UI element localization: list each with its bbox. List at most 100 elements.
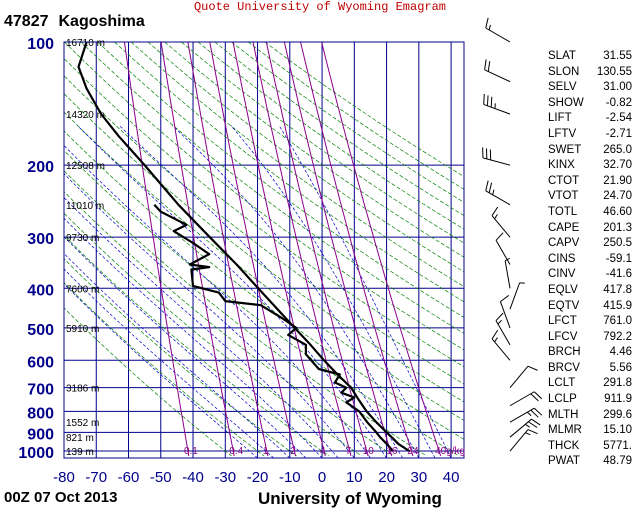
height-label: 16710 m	[66, 38, 105, 49]
moist-adiabat	[64, 217, 323, 458]
mixing-ratio-label: 24	[407, 446, 419, 457]
wind-barb-flag	[487, 61, 491, 72]
dry-adiabat	[97, 42, 464, 318]
wind-barb-flag	[485, 17, 489, 29]
height-label: 5910 m	[66, 324, 99, 335]
wind-barb-half-flag	[525, 423, 530, 428]
wind-barb-staff	[495, 240, 511, 265]
wind-barbs	[482, 17, 543, 452]
dry-adiabat	[64, 191, 395, 457]
index-row-lclp: LCLP 911.9	[548, 393, 632, 409]
pressure-tick-label: 400	[27, 282, 54, 299]
wind-barb	[495, 232, 511, 265]
index-name: EQTV	[548, 299, 580, 312]
index-value: 792.2	[603, 330, 632, 343]
wind-barb-staff	[483, 103, 511, 115]
pressure-tick-label: 500	[27, 322, 54, 339]
index-row-swet: SWET 265.0	[548, 144, 632, 160]
wind-barb-flag	[530, 393, 539, 402]
index-value: 761.0	[603, 315, 632, 328]
index-name: VTOT	[548, 190, 579, 203]
index-value: 250.5	[603, 237, 632, 250]
index-value: 5.56	[609, 361, 632, 374]
mixing-ratio-label: 7	[346, 446, 352, 457]
index-value: 415.9	[603, 299, 632, 312]
index-value: 291.8	[603, 377, 632, 390]
wind-barb-staff	[485, 27, 511, 43]
station-id: 47827	[4, 13, 49, 30]
mixing-ratio-label: 10	[363, 446, 375, 457]
wind-barb-flag	[486, 95, 489, 106]
wind-barb-half-flag	[525, 432, 531, 436]
mixing-ratio-label: 16	[386, 446, 398, 457]
wind-barb-staff	[509, 429, 529, 452]
moist-adiabat	[64, 144, 371, 458]
dry-adiabat	[130, 42, 464, 288]
wind-barb-staff	[499, 301, 511, 329]
index-name: BRCH	[548, 346, 581, 359]
pressure-tick-label: 800	[27, 405, 54, 422]
index-row-mlmr: MLMR 15.10	[548, 424, 632, 440]
index-name: EQLV	[548, 283, 578, 296]
index-value: 130.55	[596, 65, 632, 78]
wind-barb	[504, 257, 511, 289]
mixing-ratio-label: 0.1	[184, 446, 198, 457]
index-name: KINX	[548, 159, 575, 172]
mixing-ratio-line	[300, 42, 414, 457]
wind-barb	[485, 17, 511, 43]
wind-barb-flag	[490, 96, 493, 108]
mixing-ratio-line	[252, 42, 352, 457]
index-name: LCLT	[548, 377, 576, 390]
pressure-tick-label: 600	[27, 354, 54, 371]
moist-adiabat	[278, 125, 452, 458]
mixing-ratio-label: 2	[290, 446, 296, 457]
dry-adiabat	[64, 170, 427, 457]
dry-adiabat	[64, 307, 232, 457]
index-name: THCK	[548, 439, 580, 452]
wind-barb-flag	[530, 409, 539, 418]
height-label: 12508 m	[66, 161, 105, 172]
index-row-ctot: CTOT 21.90	[548, 175, 632, 191]
index-name: CAPE	[548, 221, 580, 234]
temperature-tick-label: -80	[53, 469, 75, 486]
wind-barb-flag	[483, 93, 485, 105]
temperature-tick-label: -30	[214, 469, 236, 486]
wind-barb-half-flag	[488, 24, 491, 31]
pressure-tick-label: 300	[27, 231, 54, 248]
index-row-show: SHOW -0.82	[548, 97, 632, 113]
height-label: 7600 m	[66, 284, 99, 295]
height-label: 139 m	[66, 447, 94, 458]
index-value: 32.70	[603, 159, 632, 172]
index-row-cins: CINS -59.1	[548, 253, 632, 269]
index-row-totl: TOTL 46.60	[548, 206, 632, 222]
index-value: -59.1	[605, 252, 632, 265]
wind-barb-flag	[527, 429, 538, 435]
index-name: SELV	[548, 81, 577, 94]
footer-credit: University of Wyoming	[258, 489, 442, 508]
index-name: CINS	[548, 252, 576, 265]
wind-barb-flag	[495, 312, 504, 321]
pressure-tick-label: 1000	[18, 445, 54, 462]
moist-adiabat	[64, 197, 339, 458]
profile-layer	[77, 42, 410, 452]
height-label: 3186 m	[66, 384, 99, 395]
index-row-pwat: PWAT 48.79	[548, 455, 632, 471]
moist-adiabat	[77, 125, 387, 458]
dry-adiabat	[247, 42, 464, 190]
temperature-tick-label: 10	[346, 469, 363, 486]
index-row-lclt: LCLT 291.8	[548, 377, 632, 393]
mixing-ratio-line	[187, 42, 269, 457]
index-name: LFCT	[548, 315, 577, 328]
index-value: 201.3	[603, 221, 632, 234]
wind-barb	[499, 294, 511, 329]
mixing-ratio-line	[232, 42, 326, 457]
wind-barb-flag	[484, 59, 487, 70]
index-row-selv: SELV 31.00	[548, 81, 632, 97]
mixing-ratio-label: 0.4	[229, 446, 243, 457]
temperature-tick-label: -60	[118, 469, 140, 486]
wind-barb	[483, 93, 511, 115]
wind-barb	[484, 59, 511, 83]
pressure-tick-label: 900	[27, 426, 54, 443]
index-value: 46.60	[603, 205, 632, 218]
station-name: Kagoshima	[58, 13, 145, 30]
